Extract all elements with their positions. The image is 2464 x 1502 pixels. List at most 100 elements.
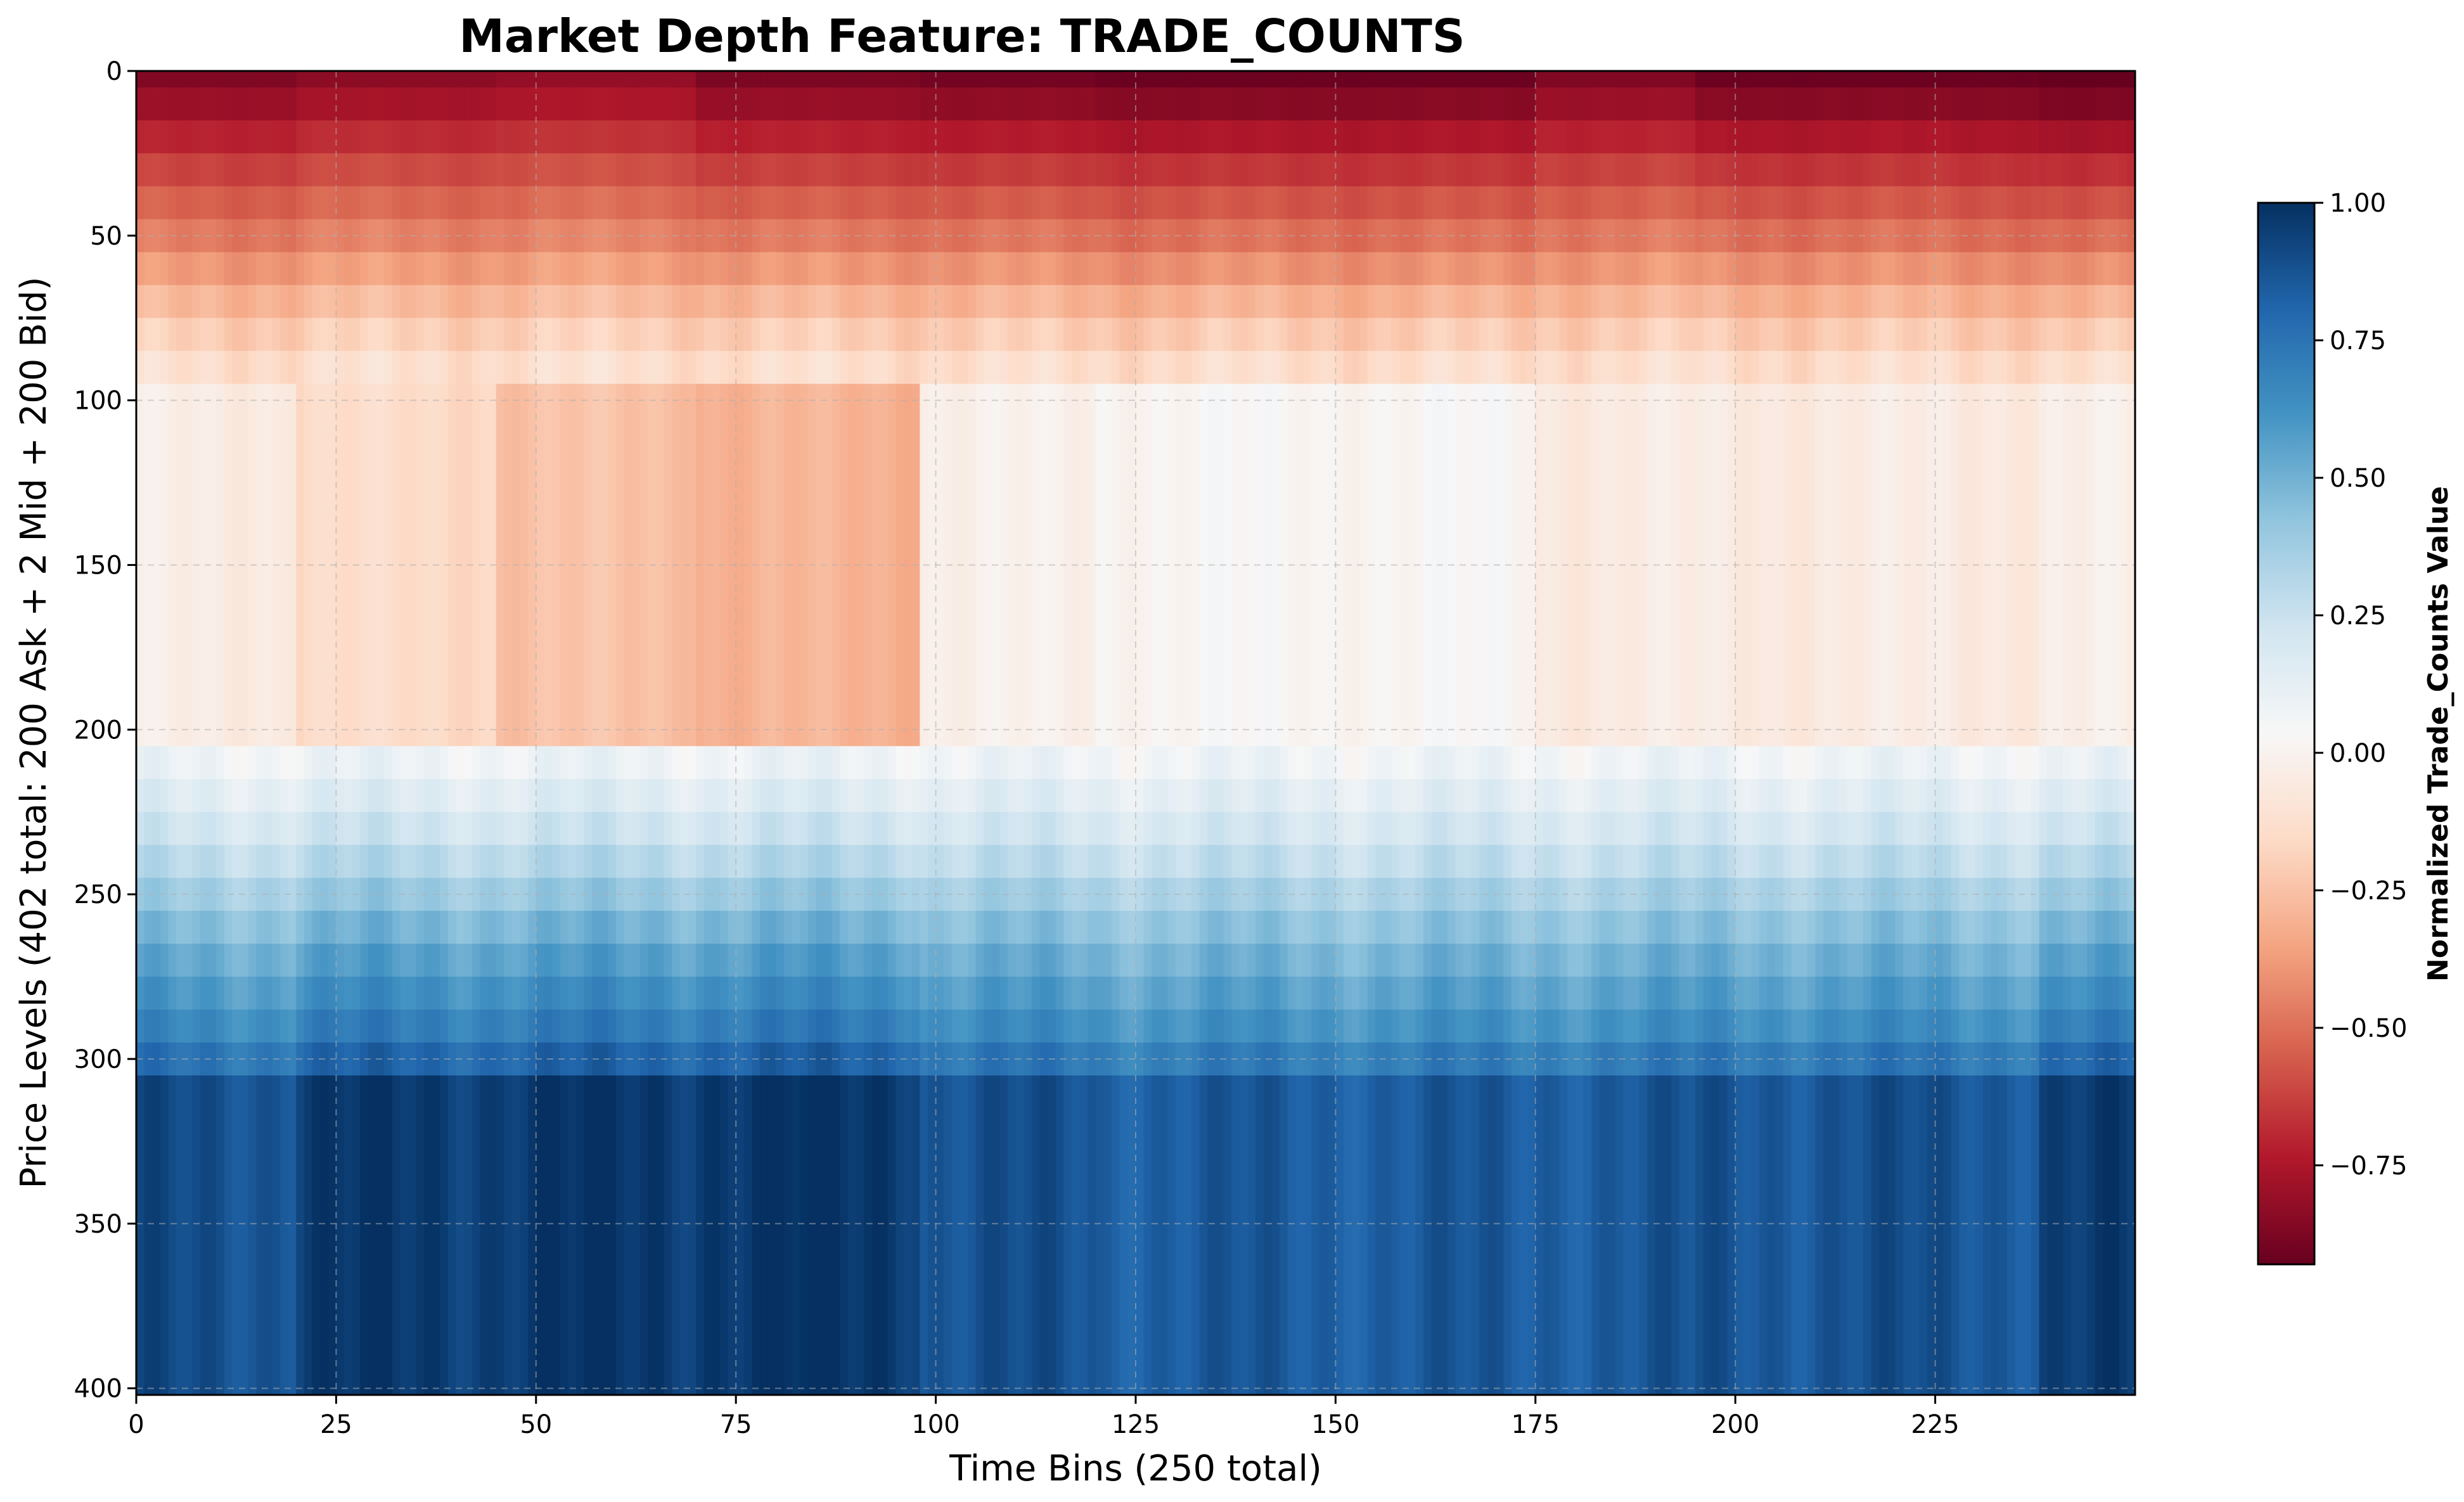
heatmap-cell <box>1055 252 1065 286</box>
heatmap-cell <box>920 1010 928 1043</box>
heatmap-cell <box>232 1042 241 1076</box>
heatmap-cell <box>1295 71 1304 88</box>
heatmap-cell <box>1399 779 1408 812</box>
heatmap-cell <box>136 977 145 1010</box>
heatmap-cell <box>320 779 329 812</box>
heatmap-cell <box>1287 779 1296 812</box>
heatmap-cell <box>432 812 441 845</box>
heatmap-cell <box>344 944 353 977</box>
heatmap-cell <box>1216 845 1224 878</box>
heatmap-cell <box>511 120 521 154</box>
heatmap-cell <box>984 120 992 154</box>
heatmap-cell <box>1367 845 1376 878</box>
heatmap-cell <box>1583 845 1592 878</box>
heatmap-cell <box>935 845 944 878</box>
heatmap-cell <box>328 977 337 1010</box>
heatmap-cell <box>1183 285 1192 319</box>
heatmap-cell <box>1655 285 1664 319</box>
heatmap-cell <box>256 383 265 747</box>
heatmap-cell <box>1543 252 1552 286</box>
heatmap-cell <box>800 153 809 187</box>
heatmap-cell <box>1367 71 1376 88</box>
heatmap-cell <box>1327 845 1336 878</box>
heatmap-cell <box>1583 944 1592 977</box>
heatmap-cell <box>1063 285 1072 319</box>
heatmap-cell <box>407 153 417 187</box>
heatmap-cell <box>496 746 504 780</box>
heatmap-cell <box>360 153 369 187</box>
heatmap-cell <box>1743 87 1752 121</box>
heatmap-cell <box>1479 285 1488 319</box>
heatmap-cell <box>696 746 705 780</box>
heatmap-cell <box>1567 186 1576 220</box>
heatmap-cell <box>639 120 649 154</box>
heatmap-cell <box>968 186 977 220</box>
heatmap-cell <box>1463 911 1472 944</box>
heatmap-cell <box>935 318 944 352</box>
heatmap-cell <box>999 120 1008 154</box>
heatmap-cell <box>800 318 809 352</box>
heatmap-cell <box>1191 350 1200 385</box>
heatmap-cell <box>416 186 425 220</box>
heatmap-cell <box>968 87 977 121</box>
heatmap-cell <box>552 779 561 812</box>
heatmap-cell <box>736 878 745 911</box>
heatmap-cell <box>1176 153 1184 187</box>
heatmap-cell <box>608 1010 617 1043</box>
heatmap-cell <box>200 1042 209 1076</box>
heatmap-cell <box>984 911 992 944</box>
heatmap-cell <box>615 977 625 1010</box>
heatmap-cell <box>384 350 393 385</box>
heatmap-cell <box>664 746 672 780</box>
heatmap-cell <box>1599 845 1608 878</box>
heatmap-cell <box>1879 911 1888 944</box>
heatmap-cell <box>991 318 1001 352</box>
heatmap-cell <box>1207 350 1216 385</box>
heatmap-cell <box>528 779 537 812</box>
heatmap-cell <box>1743 1010 1752 1043</box>
heatmap-cell <box>296 252 305 286</box>
heatmap-cell <box>1455 120 1464 154</box>
heatmap-cell <box>1783 845 1792 878</box>
heatmap-cell <box>752 1010 760 1043</box>
heatmap-cell <box>1879 845 1888 878</box>
heatmap-cell <box>584 219 593 253</box>
heatmap-cell <box>600 153 608 187</box>
heatmap-cell <box>1119 350 1128 385</box>
heatmap-cell <box>752 746 760 780</box>
heatmap-cell <box>328 944 337 977</box>
heatmap-cell <box>400 153 409 187</box>
heatmap-cell <box>256 186 265 220</box>
heatmap-cell <box>232 911 241 944</box>
heatmap-cell <box>192 812 201 845</box>
heatmap-cell <box>224 812 233 845</box>
heatmap-cell <box>752 71 760 88</box>
heatmap-cell <box>1263 977 1273 1010</box>
heatmap-cell <box>1152 911 1160 944</box>
heatmap-cell <box>192 87 201 121</box>
heatmap-cell <box>240 845 249 878</box>
heatmap-cell <box>1303 71 1312 88</box>
heatmap-cell <box>1607 1010 1616 1043</box>
heatmap-cell <box>1407 186 1416 220</box>
heatmap-cell <box>407 252 417 286</box>
heatmap-cell <box>1607 746 1616 780</box>
heatmap-cell <box>456 779 465 812</box>
heatmap-cell <box>1495 977 1504 1010</box>
heatmap-cell <box>1599 153 1608 187</box>
heatmap-cell <box>1143 120 1152 154</box>
heatmap-cell <box>703 318 712 352</box>
heatmap-cell <box>944 1010 953 1043</box>
heatmap-cell <box>767 746 776 780</box>
heatmap-cell <box>927 812 937 845</box>
heatmap-cell <box>703 350 712 385</box>
heatmap-cell <box>144 845 153 878</box>
heatmap-cell <box>1735 977 1744 1010</box>
heatmap-cell <box>592 812 601 845</box>
heatmap-cell <box>871 1075 880 1396</box>
heatmap-cell <box>536 812 545 845</box>
heatmap-cell <box>200 911 209 944</box>
heatmap-cell <box>1039 878 1048 911</box>
heatmap-cell <box>847 878 857 911</box>
heatmap-cell <box>1583 285 1592 319</box>
